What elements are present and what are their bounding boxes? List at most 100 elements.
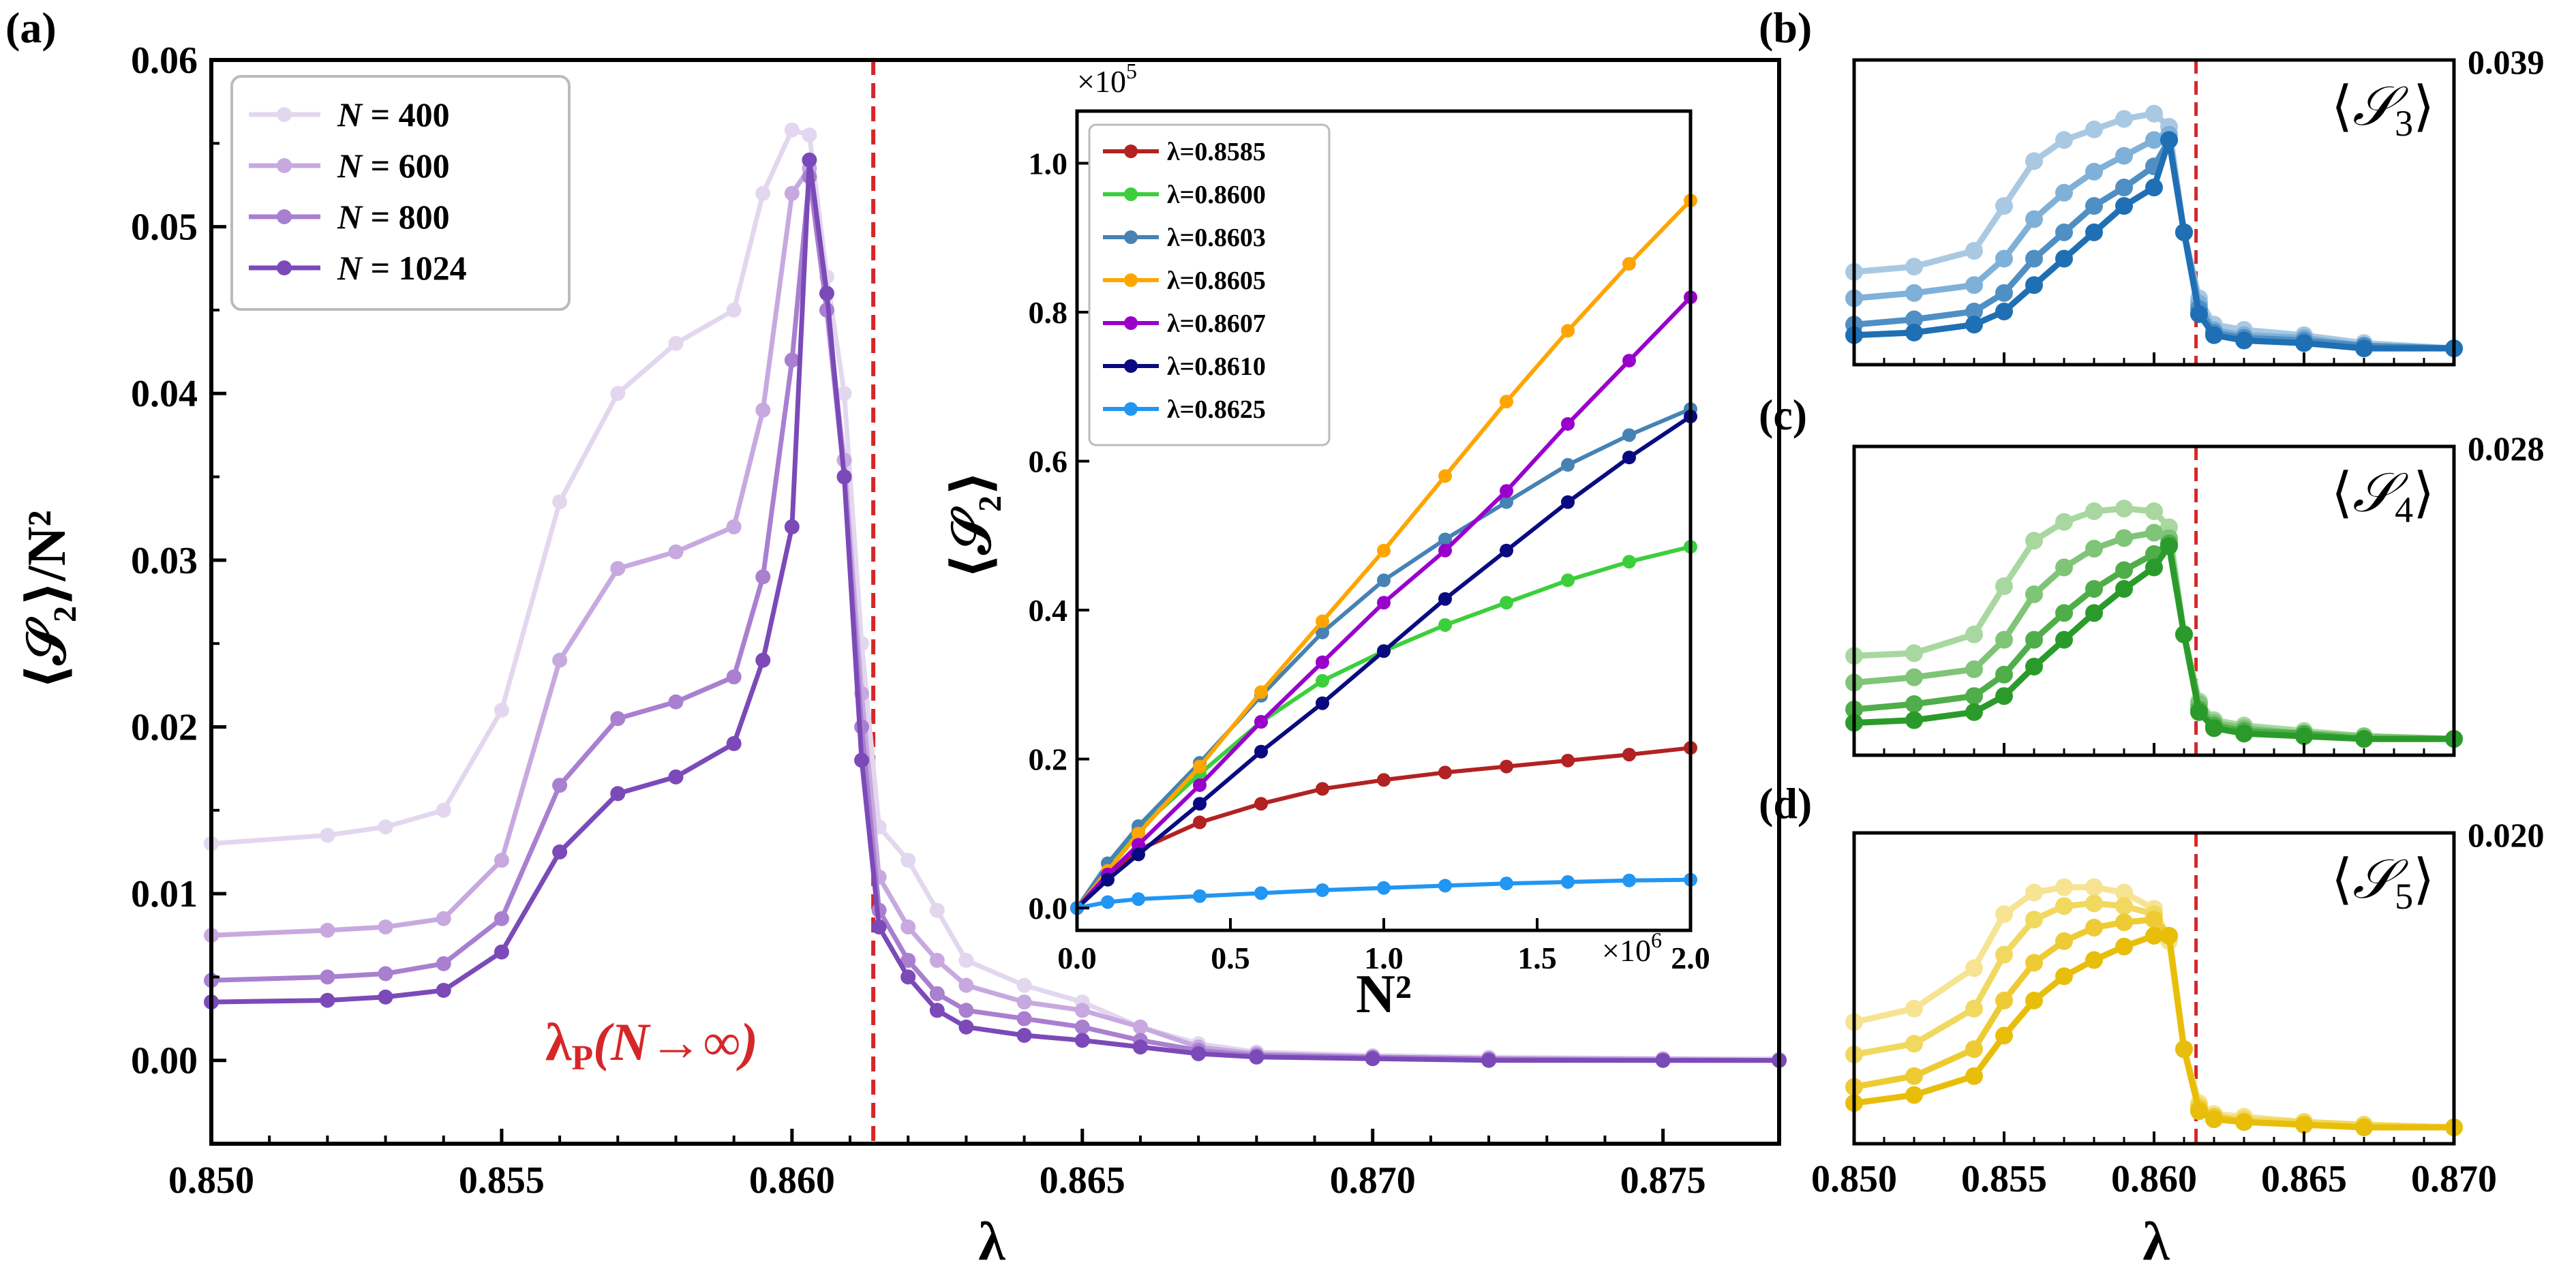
panel-a-series-1-point — [668, 544, 684, 560]
panel-a-frame — [209, 58, 1781, 1146]
panel-b-series-1-point — [2025, 210, 2043, 228]
panel-b-series-3-point — [2175, 223, 2193, 241]
panel-b-title-sub: 3 — [2395, 103, 2413, 144]
panel-b-series-1-point — [1995, 249, 2013, 268]
inset-series-5-point — [1254, 744, 1268, 759]
panel-d-xtick-label: 0.855 — [1961, 1158, 2047, 1200]
panel-a-series-0-point — [836, 386, 852, 401]
inset-ytick-label: 1.0 — [1029, 146, 1068, 181]
panel-b-series-3-point — [2205, 326, 2223, 344]
panel-a-letter: (a) — [5, 3, 57, 52]
inset-legend-marker — [1124, 187, 1138, 201]
inset-series-4-point — [1500, 484, 1513, 498]
inset-xlabel: N² — [1356, 964, 1412, 1024]
panel-d-series-2-point — [2085, 919, 2103, 937]
inset-ylabel: ⟨𝒮₂⟩ — [942, 470, 1002, 579]
panel-a-series-1-point — [929, 952, 945, 968]
inset-series-4-point — [1193, 778, 1207, 792]
panel-a-xlabel: λ — [978, 1212, 1005, 1272]
inset-legend-marker — [1124, 402, 1138, 416]
panel-c-title-sub: 4 — [2395, 489, 2413, 530]
inset-series-line-4 — [1075, 296, 1693, 910]
panel-b-series-3-point — [2235, 331, 2253, 350]
panel-a-series-2-point — [668, 694, 684, 710]
panel-c-series-3-point — [2145, 558, 2163, 577]
panel-d-series-1-point — [1995, 945, 2013, 964]
panel-a-series-3-point — [1481, 1052, 1497, 1068]
legend-N: N — [337, 95, 371, 134]
inset-series-4-point — [1561, 416, 1575, 431]
panel-d-series-3-point — [2115, 937, 2133, 956]
panel-a-series-2-point — [900, 952, 916, 968]
inset-series-5-point — [1132, 847, 1145, 862]
panel-a-series-3-point — [726, 735, 742, 751]
panel-a-xtick-label: 0.875 — [1620, 1159, 1706, 1202]
critical-point-annotation: λP(N→∞) — [545, 1012, 758, 1078]
panel-a-series-3-point — [668, 769, 684, 785]
panel-a-series-2-point — [726, 669, 742, 685]
panel-a-series-0-point — [958, 952, 974, 968]
panel-d-xlabel: λ — [2142, 1212, 2170, 1272]
panel-c-series-0-point — [1905, 644, 1923, 663]
panel-a-xtick-label: 0.870 — [1330, 1159, 1416, 1202]
inset-ytick-label: 0.4 — [1029, 593, 1068, 628]
panel-a-series-3-point — [871, 919, 887, 934]
inset-ytick-label: 0.6 — [1029, 444, 1068, 479]
panel-b-chart: ⟨𝒮3⟩ 0.039 — [1845, 43, 2545, 367]
panel-b-series-3-point — [1905, 323, 1923, 341]
inset-series-2-point — [1500, 495, 1513, 509]
panel-b-series-3-point — [1965, 316, 1983, 334]
panel-b-series-3-point — [2145, 179, 2163, 197]
panel-a-xtick-label: 0.855 — [459, 1159, 545, 1202]
panel-a-ytick-label: 0.03 — [131, 540, 198, 582]
panel-d-series-0-point — [1905, 999, 1923, 1018]
inset-x-multiplier: ×106 — [1602, 928, 1662, 968]
panel-d-xtick-label: 0.865 — [2261, 1158, 2347, 1200]
panel-d-series-line-3 — [1853, 932, 2454, 1131]
panel-d-series-2-point — [2055, 932, 2073, 950]
inset-series-5-point — [1500, 543, 1513, 558]
panel-d-series-3-point — [2205, 1110, 2223, 1129]
panel-c-series-2-point — [2025, 630, 2043, 649]
panel-b-title-open: ⟨ — [2331, 77, 2352, 137]
panel-b-series-0-point — [2145, 104, 2163, 123]
panel-c-series-2-point — [1995, 665, 2013, 684]
panel-b-series-1-point — [2085, 162, 2103, 181]
panel-d-series-1-point — [1905, 1035, 1923, 1053]
panel-b-series-2-point — [1905, 310, 1923, 329]
panel-c-series-3-point — [2355, 730, 2373, 748]
panel-a-series-1-point — [1074, 1003, 1090, 1018]
inset-xtick-label: 1.5 — [1517, 941, 1557, 975]
panel-d-series-0-point — [2055, 878, 2073, 896]
panel-c-letter: (c) — [1759, 391, 1807, 439]
panel-d-series-3-point — [2190, 1102, 2208, 1121]
panel-c-series-1-point — [2115, 529, 2133, 547]
panel-d-chart: ⟨𝒮5⟩ 0.020 0.850 0.855 0.860 0.865 0.870 — [1811, 816, 2545, 1200]
inset-series-0-point — [1316, 782, 1329, 796]
panel-a-series-1-point — [1016, 994, 1032, 1010]
panel-a-series-2-point — [552, 778, 568, 793]
inset-series-0-point — [1561, 753, 1575, 767]
inset-series-line-3 — [1075, 199, 1693, 910]
panel-a-series-1-point — [726, 519, 742, 534]
panel-a-ytick-label: 0.02 — [131, 706, 198, 748]
panel-c-series-0-point — [2115, 500, 2133, 518]
panel-c-series-0-point — [1995, 577, 2013, 596]
panel-a-series-line-3 — [211, 159, 1779, 1063]
panel-a-series-1-point — [610, 561, 626, 577]
panel-a-series-0-point — [802, 127, 817, 143]
panel-a-series-1-point — [320, 922, 335, 938]
panel-a-series-2-point — [755, 569, 771, 585]
panel-b-series-3-point — [2190, 305, 2208, 323]
panel-a-legend-label: N = 1024 — [337, 249, 467, 287]
inset-series-3-point — [1254, 685, 1268, 699]
inset-legend-marker — [1124, 273, 1138, 287]
panel-c-series-0-point — [2085, 502, 2103, 521]
panel-c-series-3-point — [2055, 630, 2073, 649]
panel-d-series-2-point — [2115, 913, 2133, 932]
panel-a-series-3-point — [1132, 1039, 1148, 1055]
panel-a-series-0-point — [900, 853, 916, 868]
inset-series-4-point — [1377, 596, 1391, 610]
panel-a-series-3-point — [1191, 1046, 1207, 1061]
